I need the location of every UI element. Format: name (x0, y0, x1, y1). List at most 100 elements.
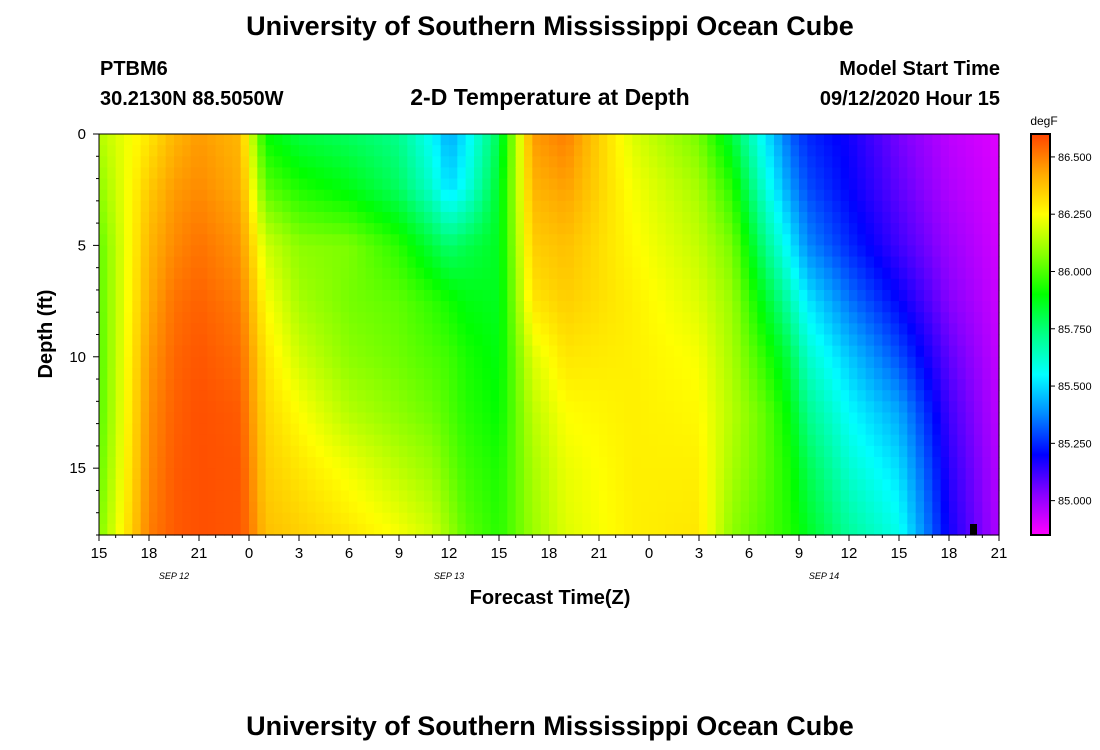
heatmap-cell (599, 501, 608, 514)
heatmap-cell (632, 267, 642, 280)
heatmap-cell (474, 367, 483, 380)
heatmap-cell (907, 323, 917, 336)
heatmap-cell (215, 367, 225, 380)
heatmap-cell (340, 167, 350, 180)
heatmap-cell (757, 434, 767, 447)
heatmap-cell (190, 334, 200, 347)
heatmap-cell (207, 200, 217, 213)
heatmap-cell (365, 289, 375, 302)
heatmap-cell (140, 134, 150, 146)
heatmap-cell (807, 189, 817, 202)
heatmap-cell (299, 234, 308, 246)
heatmap-cell (690, 167, 700, 180)
heatmap-cell (699, 390, 708, 402)
heatmap-cell (990, 356, 1000, 369)
heatmap-cell (807, 223, 817, 235)
heatmap-cell (240, 334, 250, 347)
heatmap-cell (774, 189, 783, 202)
heatmap-cell (449, 334, 458, 347)
heatmap-cell (607, 145, 617, 157)
heatmap-cell (957, 379, 967, 391)
heatmap-cell (840, 301, 850, 313)
heatmap-cell (99, 423, 108, 436)
heatmap-cell (982, 356, 992, 369)
heatmap-cell (732, 167, 742, 180)
heatmap-cell (465, 189, 475, 202)
heatmap-cell (132, 445, 142, 458)
heatmap-cell (499, 245, 508, 258)
heatmap-cell (440, 356, 450, 369)
heatmap-cell (382, 345, 392, 358)
heatmap-cell (665, 167, 675, 180)
heatmap-cell (182, 278, 192, 291)
heatmap-cell (682, 145, 692, 157)
heatmap-cell (382, 200, 392, 213)
heatmap-cell (649, 457, 658, 469)
heatmap-cell (457, 278, 467, 291)
heatmap-cell (874, 390, 883, 402)
heatmap-cell (590, 434, 600, 447)
heatmap-cell (415, 178, 425, 191)
heatmap-cell (574, 423, 583, 436)
heatmap-cell (207, 490, 217, 503)
heatmap-cell (907, 523, 917, 536)
heatmap-cell (690, 178, 700, 191)
heatmap-cell (515, 256, 525, 269)
heatmap-cell (640, 468, 650, 480)
heatmap-cell (707, 167, 717, 180)
heatmap-cell (899, 289, 908, 302)
heatmap-cell (807, 301, 817, 313)
heatmap-cell (790, 323, 800, 336)
heatmap-cell (840, 434, 850, 447)
heatmap-cell (765, 323, 775, 336)
heatmap-cell (824, 379, 833, 391)
heatmap-cell (849, 412, 858, 425)
heatmap-cell (682, 434, 692, 447)
heatmap-cell (307, 289, 317, 302)
heatmap-cell (715, 423, 725, 436)
heatmap-cell (799, 301, 808, 313)
heatmap-cell (199, 412, 208, 425)
heatmap-cell (324, 523, 333, 536)
heatmap-cell (657, 367, 667, 380)
heatmap-cell (115, 423, 125, 436)
heatmap-cell (932, 356, 942, 369)
heatmap-cell (532, 301, 542, 313)
heatmap-cell (915, 289, 925, 302)
heatmap-cell (182, 223, 192, 235)
heatmap-cell (257, 145, 267, 157)
heatmap-cell (224, 468, 233, 480)
heatmap-cell (974, 156, 983, 169)
heatmap-cell (290, 189, 300, 202)
heatmap-cell (624, 479, 633, 492)
heatmap-cell (707, 256, 717, 269)
heatmap-cell (449, 189, 458, 202)
heatmap-cell (540, 457, 550, 469)
heatmap-cell (549, 289, 558, 302)
heatmap-cell (265, 490, 275, 503)
heatmap-cell (399, 356, 408, 369)
heatmap-cell (949, 211, 958, 224)
heatmap-cell (549, 379, 558, 391)
heatmap-cell (574, 256, 583, 269)
heatmap-cell (249, 156, 258, 169)
heatmap-cell (974, 334, 983, 347)
heatmap-cell (549, 401, 558, 414)
heatmap-cell (632, 301, 642, 313)
heatmap-cell (465, 490, 475, 503)
heatmap-cell (899, 445, 908, 458)
heatmap-cell (657, 145, 667, 157)
heatmap-cell (324, 434, 333, 447)
heatmap-cell (407, 223, 417, 235)
heatmap-cell (290, 289, 300, 302)
heatmap-cell (557, 479, 567, 492)
heatmap-cell (407, 167, 417, 180)
heatmap-cell (182, 289, 192, 302)
heatmap-cell (440, 267, 450, 280)
heatmap-cell (124, 523, 133, 536)
heatmap-cell (349, 423, 358, 436)
heatmap-cell (132, 289, 142, 302)
heatmap-cell (932, 523, 942, 536)
heatmap-cell (565, 134, 575, 146)
heatmap-cell (440, 223, 450, 235)
